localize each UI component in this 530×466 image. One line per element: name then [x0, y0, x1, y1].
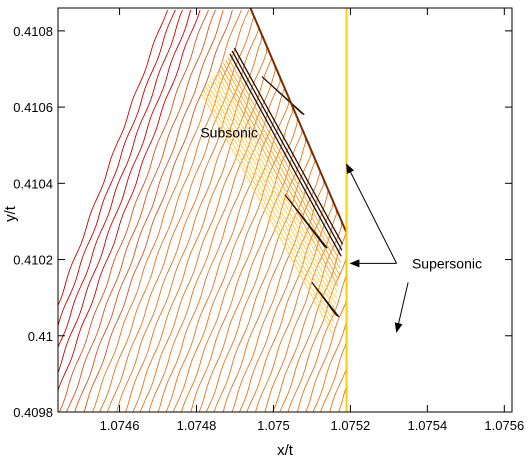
contour-line	[58, 9, 176, 328]
x-tick-label: 1.0754	[407, 418, 447, 433]
x-tick-label: 1.0746	[100, 418, 140, 433]
x-tick-label: 1.0752	[331, 418, 371, 433]
contour-line	[83, 9, 233, 412]
contour-line	[250, 9, 334, 412]
contour-line	[92, 9, 242, 412]
x-axis-ticks: 1.0746 1.0748 1.075 1.0752 1.0754 1.0756	[100, 8, 524, 433]
contour-line	[139, 9, 273, 412]
x-axis-label: x/t	[277, 442, 294, 459]
contour-line	[58, 9, 209, 412]
y-tick-label: 0.41	[28, 329, 53, 344]
contour-lines	[58, 8, 348, 412]
x-tick-label: 1.075	[257, 418, 290, 433]
contour-line	[233, 47, 344, 245]
x-tick-label: 1.0756	[484, 418, 524, 433]
contour-line	[212, 77, 337, 305]
contour-line	[207, 83, 335, 317]
contour-line	[116, 9, 260, 412]
contour-line	[214, 74, 337, 299]
contour-line	[148, 9, 276, 412]
y-tick-label: 0.4098	[13, 405, 53, 420]
y-axis-ticks: 0.4098 0.41 0.4102 0.4104 0.4106 0.4108	[13, 24, 512, 420]
contour-line	[201, 92, 334, 335]
y-tick-label: 0.4104	[13, 176, 53, 191]
plot-frame	[57, 7, 513, 413]
y-tick-label: 0.4102	[13, 253, 53, 268]
annotation-arrow	[394, 282, 409, 333]
contour-line	[99, 9, 250, 412]
contour-line	[58, 9, 183, 349]
contour-line	[216, 71, 338, 293]
shock-line	[249, 8, 348, 234]
annotation-supersonic: Supersonic	[412, 255, 482, 271]
contour-line	[218, 68, 339, 287]
contour-line	[125, 9, 262, 412]
y-tick-label: 0.4106	[13, 100, 53, 115]
contour-loop	[261, 76, 305, 116]
contour-line	[225, 59, 341, 269]
contour-line	[205, 9, 307, 412]
contour-line	[74, 9, 224, 412]
overlay-layer	[345, 8, 409, 412]
contour-line	[106, 9, 255, 412]
contour-line	[65, 9, 217, 412]
contour-line	[58, 9, 168, 307]
contour-line	[209, 80, 336, 311]
contour-line	[229, 53, 342, 257]
contour-loop	[284, 194, 328, 249]
contour-loop	[311, 282, 340, 318]
contour-line	[203, 89, 334, 329]
x-tick-label: 1.0748	[177, 418, 217, 433]
annotation-subsonic: Subsonic	[200, 125, 258, 141]
contour-line	[220, 65, 339, 281]
contour-line	[227, 56, 341, 263]
contour-line	[231, 50, 343, 251]
annotation-arrow	[346, 163, 398, 264]
contour-line	[58, 9, 192, 374]
contour-line	[58, 9, 201, 393]
y-tick-label: 0.4108	[13, 24, 53, 39]
y-axis-label: y/t	[2, 205, 19, 222]
contour-line	[132, 9, 268, 412]
